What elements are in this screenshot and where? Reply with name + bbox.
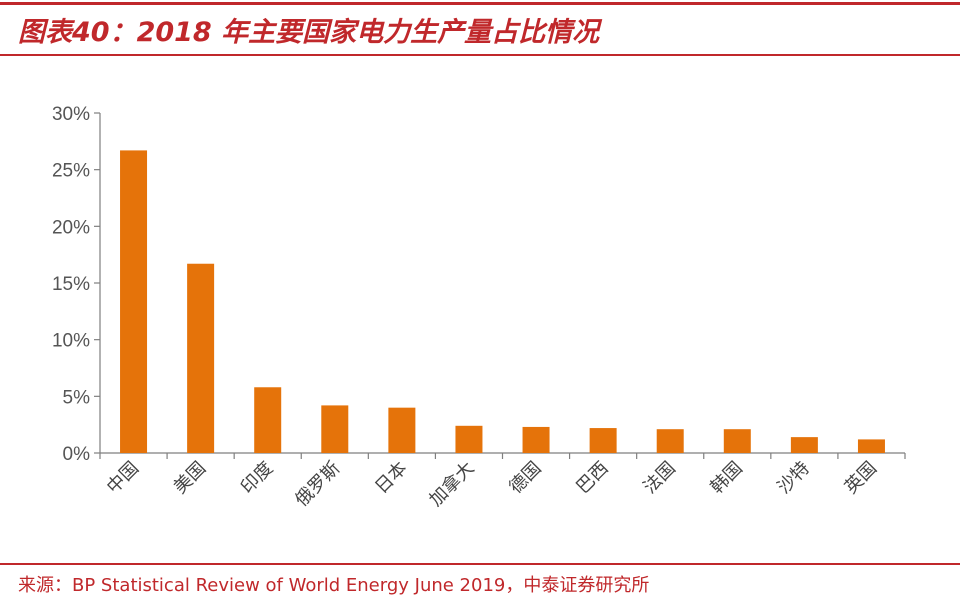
bar-11	[857, 439, 885, 453]
x-category-label: 沙特	[774, 458, 814, 498]
x-category-label: 德国	[505, 458, 545, 498]
bar-2	[254, 387, 282, 453]
x-category-label: 俄罗斯	[291, 458, 344, 511]
bar-3	[321, 405, 349, 453]
top-rule	[0, 2, 960, 5]
x-category-label: 中国	[103, 458, 143, 498]
x-category-label: 英国	[841, 458, 881, 498]
bar-4	[388, 407, 416, 453]
bar-7	[589, 428, 617, 453]
y-tick-label: 15%	[52, 274, 90, 295]
y-tick-label: 0%	[63, 444, 91, 465]
y-tick-label: 25%	[52, 161, 90, 182]
x-category-label: 加拿大	[425, 457, 479, 511]
bar-5	[455, 425, 483, 453]
x-category-label: 美国	[170, 458, 210, 498]
bar-6	[522, 426, 550, 453]
y-tick-label: 20%	[52, 217, 90, 238]
title-rule	[0, 54, 960, 56]
bar-0	[120, 150, 148, 453]
x-category-label: 韩国	[707, 458, 747, 498]
chart-title: 图表40：2018 年主要国家电力生产量占比情况	[18, 17, 600, 48]
source-note: 来源：BP Statistical Review of World Energy…	[18, 575, 650, 596]
bar-1	[187, 263, 215, 453]
bar-9	[723, 429, 751, 453]
x-category-label: 日本	[371, 458, 411, 498]
y-tick-label: 30%	[52, 104, 90, 125]
y-tick-label: 10%	[52, 331, 90, 352]
x-category-label: 巴西	[572, 458, 612, 498]
bottom-rule	[0, 563, 960, 565]
bar-chart: 0% 5% 10% 15% 20% 25% 30% 中国 美国 印度 俄罗斯 日本 加拿大 德国 巴西 法国韩…	[52, 104, 906, 511]
x-category-label: 法国	[639, 458, 679, 498]
y-tick-label: 5%	[63, 387, 91, 408]
bar-10	[790, 437, 818, 453]
bar-8	[656, 429, 684, 453]
x-category-label: 印度	[237, 458, 277, 498]
